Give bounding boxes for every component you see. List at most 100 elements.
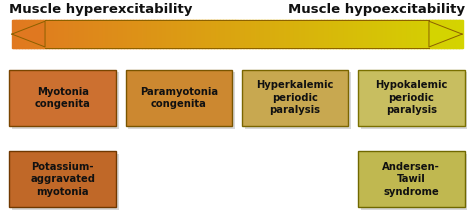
Bar (82, 20, 85, 48)
Bar (211, 20, 214, 48)
Bar (371, 20, 373, 48)
Bar (240, 20, 242, 48)
Bar (291, 20, 293, 48)
Bar (214, 20, 217, 48)
Bar (75, 20, 77, 48)
Bar (383, 20, 385, 48)
Bar (180, 20, 182, 48)
Bar (36, 20, 38, 48)
Bar (21, 20, 23, 48)
Bar (365, 20, 367, 48)
Bar (19, 20, 22, 48)
Bar (195, 20, 197, 48)
Polygon shape (429, 21, 462, 47)
Bar (385, 20, 388, 48)
Bar (64, 20, 67, 48)
Bar (259, 20, 262, 48)
Bar (389, 20, 391, 48)
Bar (265, 20, 268, 48)
Bar (324, 20, 327, 48)
Bar (437, 20, 439, 48)
Bar (349, 20, 352, 48)
Bar (118, 20, 121, 48)
Bar (351, 20, 354, 48)
Bar (67, 20, 70, 48)
Bar (426, 20, 428, 48)
Bar (345, 20, 347, 48)
Bar (353, 20, 355, 48)
Bar (318, 20, 320, 48)
Bar (270, 20, 273, 48)
Bar (348, 20, 350, 48)
Bar (450, 20, 453, 48)
Bar (141, 20, 143, 48)
Bar (201, 20, 203, 48)
Bar (232, 20, 235, 48)
Bar (209, 20, 211, 48)
Bar (100, 20, 103, 48)
Bar (340, 20, 343, 48)
Bar (30, 20, 32, 48)
Bar (372, 20, 374, 48)
Bar (57, 20, 59, 48)
Bar (174, 20, 176, 48)
Bar (328, 20, 331, 48)
Bar (299, 20, 301, 48)
Bar (24, 20, 27, 48)
Bar (54, 20, 56, 48)
Bar (423, 20, 426, 48)
FancyBboxPatch shape (242, 70, 348, 126)
Bar (129, 20, 131, 48)
Bar (28, 20, 31, 48)
Bar (282, 20, 284, 48)
Bar (398, 20, 400, 48)
Bar (237, 20, 239, 48)
Bar (303, 20, 305, 48)
Bar (319, 20, 322, 48)
Bar (407, 20, 409, 48)
Bar (457, 20, 460, 48)
Bar (267, 20, 269, 48)
Bar (44, 20, 46, 48)
Bar (234, 20, 237, 48)
Bar (369, 20, 372, 48)
Bar (363, 20, 365, 48)
Bar (112, 20, 115, 48)
Bar (40, 20, 43, 48)
Bar (134, 20, 136, 48)
Bar (294, 20, 296, 48)
Bar (108, 20, 110, 48)
Bar (99, 20, 101, 48)
Bar (115, 20, 118, 48)
Bar (153, 20, 155, 48)
Bar (106, 20, 109, 48)
Bar (66, 20, 68, 48)
Bar (297, 20, 300, 48)
FancyBboxPatch shape (361, 72, 467, 128)
Bar (243, 20, 246, 48)
Bar (52, 20, 55, 48)
Bar (210, 20, 212, 48)
Bar (220, 20, 223, 48)
Bar (405, 20, 408, 48)
Bar (189, 20, 191, 48)
Bar (428, 20, 430, 48)
Bar (416, 20, 418, 48)
Bar (241, 20, 244, 48)
Bar (79, 20, 82, 48)
Bar (245, 20, 247, 48)
Bar (376, 20, 379, 48)
FancyBboxPatch shape (128, 72, 235, 128)
Bar (76, 20, 79, 48)
Bar (94, 20, 97, 48)
Bar (312, 20, 315, 48)
Bar (393, 20, 395, 48)
Bar (292, 20, 295, 48)
Bar (146, 20, 148, 48)
Bar (228, 20, 230, 48)
Bar (96, 20, 99, 48)
Bar (150, 20, 152, 48)
Bar (15, 20, 17, 48)
Bar (126, 20, 128, 48)
Bar (249, 20, 251, 48)
